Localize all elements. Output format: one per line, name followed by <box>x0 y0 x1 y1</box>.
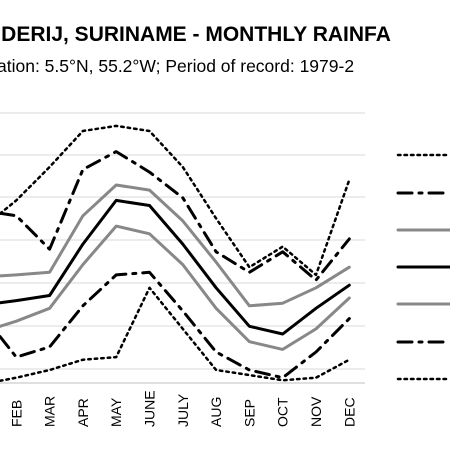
x-tick-label: MAY <box>108 397 124 427</box>
series-line-1 <box>0 124 351 277</box>
x-tick-label: JUNE <box>142 390 158 427</box>
x-tick-label: OCT <box>275 397 291 427</box>
x-tick-label: AUG <box>208 397 224 427</box>
chart-title: NDERIJ, SURINAME - MONTHLY RAINFA <box>0 23 391 46</box>
x-tick-label: SEP <box>241 399 257 427</box>
series-line-7 <box>0 286 351 383</box>
x-tick-label: MAR <box>42 396 58 427</box>
x-tick-label: JULY <box>175 393 191 427</box>
series-lines <box>0 124 351 383</box>
series-line-2 <box>0 150 351 282</box>
x-tick-label: NOV <box>308 396 324 427</box>
series-line-6 <box>0 270 351 380</box>
x-tick-label: APR <box>75 398 91 427</box>
series-line-4 <box>0 198 351 336</box>
x-tick-labels: FEB MAR APR MAY JUNE JULY AUG SEP OCT NOV DEC <box>8 390 357 427</box>
x-tick-label: FEB <box>8 400 24 427</box>
x-tick-label: DEC <box>341 397 357 427</box>
series-line-3 <box>0 183 351 308</box>
legend <box>396 153 450 381</box>
chart-subtitle: ation: 5.5°N, 55.2°W; Period of record: … <box>0 56 355 76</box>
series-line-5 <box>0 224 351 351</box>
